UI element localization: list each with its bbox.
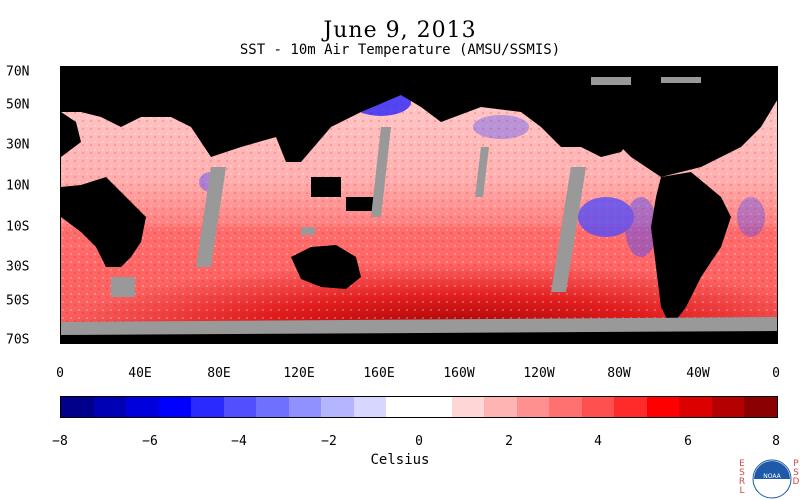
colorbar-segment <box>386 397 420 417</box>
noaa-logo-icon: NOAA <box>752 459 792 499</box>
colorbar-segment <box>451 397 485 417</box>
colorbar-segment <box>646 397 680 417</box>
lat-label: 30S <box>6 259 30 275</box>
colorbar-tick: 6 <box>684 434 692 449</box>
colorbar-segment <box>679 397 712 417</box>
colorbar-segment <box>191 397 224 417</box>
colorbar-segment <box>126 397 159 417</box>
colorbar-segment <box>61 397 94 417</box>
lat-label: 50N <box>6 97 30 113</box>
colorbar-segment <box>549 397 582 417</box>
lon-label: 80W <box>607 366 631 381</box>
lon-label: 120W <box>523 366 555 381</box>
colorbar-tick: −2 <box>321 434 337 449</box>
colorbar-segment <box>614 397 647 417</box>
lon-label: 80E <box>207 366 231 381</box>
missing-data-swaths <box>61 77 777 335</box>
svg-text:NOAA: NOAA <box>763 473 781 480</box>
colorbar-tick: −8 <box>52 434 68 449</box>
lat-label: 10N <box>6 178 30 194</box>
map-subtitle: SST - 10m Air Temperature (AMSU/SSMIS) <box>239 42 561 58</box>
colorbar-segment <box>419 397 452 417</box>
lon-label: 0 <box>56 366 64 381</box>
colorbar-tick: 8 <box>772 434 780 449</box>
lon-label: 0 <box>772 366 780 381</box>
lon-label: 160W <box>443 366 475 381</box>
lat-label: 70S <box>6 332 30 348</box>
colorbar-segment <box>516 397 550 417</box>
land <box>61 67 777 343</box>
map-title: June 9, 2013 <box>323 18 477 43</box>
colorbar-label: Celsius <box>370 452 430 468</box>
colorbar-segment <box>158 397 192 417</box>
colorbar-segment <box>93 397 127 417</box>
colorbar-segment <box>744 397 778 417</box>
colorbar-segment <box>256 397 289 417</box>
lon-label: 160E <box>363 366 395 381</box>
colorbar <box>60 396 778 418</box>
colorbar-segment <box>353 397 387 417</box>
lat-label: 30N <box>6 137 30 153</box>
colorbar-segment <box>288 397 322 417</box>
colorbar-tick: 4 <box>594 434 602 449</box>
colorbar-tick: −4 <box>231 434 247 449</box>
colorbar-tick: −6 <box>142 434 158 449</box>
colorbar-segment <box>321 397 354 417</box>
lat-label: 50S <box>6 293 30 309</box>
lon-label: 40E <box>128 366 152 381</box>
map-svg <box>61 67 777 343</box>
lon-label: 120E <box>283 366 315 381</box>
lat-label: 10S <box>6 219 30 235</box>
lon-label: 40W <box>686 366 710 381</box>
lat-label: 70N <box>6 64 30 80</box>
world-sst-map <box>60 66 778 344</box>
colorbar-tick: 2 <box>505 434 513 449</box>
colorbar-segment <box>581 397 615 417</box>
colorbar-segment <box>484 397 517 417</box>
colorbar-tick: 0 <box>415 434 423 449</box>
colorbar-segment <box>223 397 257 417</box>
colorbar-segment <box>711 397 745 417</box>
